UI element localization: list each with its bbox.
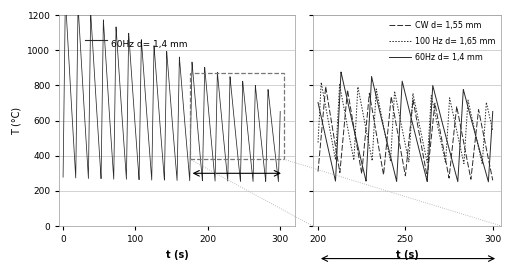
Line: 100 Hz d= 1,65 mm: 100 Hz d= 1,65 mm [318,82,493,164]
CW d= 1,55 mm [490,179,496,182]
X-axis label: t (s): t (s) [165,250,189,260]
100 Hz d= 1,65 mm [388,143,394,147]
CW d= 1,55 mm [442,155,448,159]
CW d= 1,55 mm [484,152,491,156]
60Hz d= 1,4 mm [338,70,344,74]
100 Hz d= 1,65 mm [315,141,321,144]
Line: CW d= 1,55 mm: CW d= 1,55 mm [318,87,493,180]
100 Hz d= 1,65 mm [398,122,404,125]
CW d= 1,55 mm [323,85,329,88]
60Hz d= 1,4 mm [442,132,448,135]
60Hz d= 1,4 mm [485,180,492,183]
Line: 60Hz d= 1,4 mm: 60Hz d= 1,4 mm [318,72,493,182]
100 Hz d= 1,65 mm [484,106,491,109]
60Hz d= 1,4 mm [390,164,396,168]
60Hz d= 1,4 mm [484,177,491,180]
CW d= 1,55 mm [476,109,482,112]
100 Hz d= 1,65 mm [490,129,496,132]
Text: 60Hz d= 1,4 mm: 60Hz d= 1,4 mm [111,40,188,49]
60Hz d= 1,4 mm [476,145,482,149]
Y-axis label: T (°C): T (°C) [12,107,22,135]
60Hz d= 1,4 mm [315,101,321,104]
100 Hz d= 1,65 mm [390,119,396,122]
60Hz d= 1,4 mm [388,159,394,162]
CW d= 1,55 mm [390,104,396,108]
X-axis label: t (s): t (s) [396,250,419,260]
100 Hz d= 1,65 mm [442,159,448,162]
CW d= 1,55 mm [315,170,321,173]
Legend: CW d= 1,55 mm, 100 Hz d= 1,65 mm, 60Hz d= 1,4 mm: CW d= 1,55 mm, 100 Hz d= 1,65 mm, 60Hz d… [387,19,497,64]
60Hz d= 1,4 mm [398,99,404,102]
CW d= 1,55 mm [398,150,404,154]
CW d= 1,55 mm [388,96,394,100]
Bar [190,73,284,159]
60Hz d= 1,4 mm [490,110,496,113]
100 Hz d= 1,65 mm [476,147,482,150]
100 Hz d= 1,65 mm [318,81,324,84]
100 Hz d= 1,65 mm [479,162,485,166]
